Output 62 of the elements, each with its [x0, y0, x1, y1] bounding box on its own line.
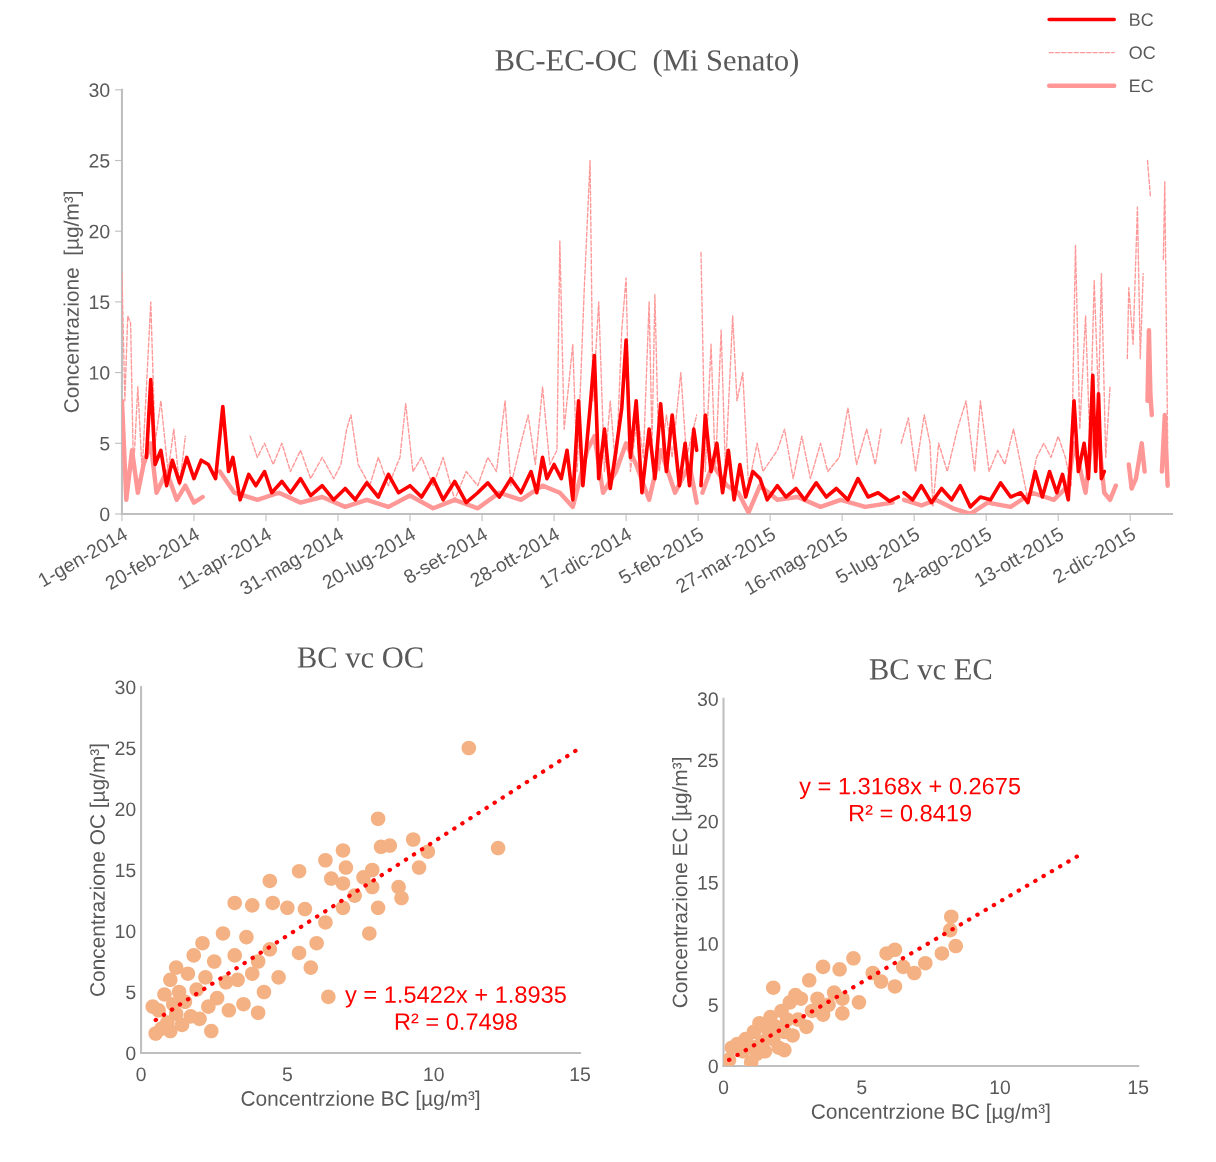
legend-label: EC	[1130, 79, 1154, 93]
y-tick-label: 10	[90, 366, 110, 380]
y-tick-label: 30	[115, 680, 136, 695]
y-tick-label: 25	[89, 153, 110, 168]
point	[887, 979, 903, 994]
y-tick-label: 30	[697, 692, 718, 707]
y-axis-title: Concentrazione [µg/m³]	[63, 191, 83, 413]
point	[815, 959, 831, 975]
annotation: y = 1.5422x + 1.8935 R² = 0.7498	[345, 986, 566, 1031]
y-tick-label: 25	[698, 753, 718, 768]
y-tick-label: 0	[100, 507, 110, 522]
y-tick-label: 25	[115, 741, 136, 756]
point	[785, 1028, 800, 1043]
x-tick-label: 15	[1128, 1080, 1149, 1095]
point	[851, 995, 867, 1010]
point	[832, 962, 847, 977]
x-tick-label: 5	[282, 1067, 292, 1082]
y-tick-label: 20	[698, 814, 718, 829]
x-tick-label: 10	[424, 1067, 444, 1082]
y-tick-label: 20	[89, 224, 110, 239]
chart-title: BC-EC-OC (Mi Senato)	[495, 49, 798, 77]
point	[895, 959, 911, 975]
x-tick-label: 10	[990, 1080, 1011, 1095]
annotation: y = 1.3168x + 0.2675 R² = 0.8419	[799, 777, 1021, 822]
point	[801, 973, 817, 988]
point	[918, 955, 933, 971]
y-tick-label: 10	[698, 937, 718, 951]
point	[934, 946, 950, 961]
y-axis-title: Concentrazione EC [µg/m³]	[672, 758, 692, 1008]
y-tick-label: 5	[708, 998, 718, 1013]
legend-label: BC	[1130, 13, 1154, 27]
point	[846, 951, 861, 966]
chart-title: BC vc EC	[869, 659, 992, 680]
y-tick-label: 30	[89, 83, 110, 98]
y-tick-label: 5	[100, 436, 110, 451]
y-tick-label: 10	[116, 924, 136, 939]
chart-title: BC vc OC	[297, 647, 423, 668]
point	[771, 1040, 787, 1055]
point	[879, 946, 894, 961]
x-axis-title: Concentrzione BC [µg/m³]	[241, 1090, 480, 1110]
y-tick-label: 0	[126, 1046, 136, 1061]
point	[743, 1055, 759, 1067]
point	[810, 991, 825, 1006]
x-axis-title: Concentrzione BC [µg/m³]	[811, 1103, 1050, 1124]
point	[948, 938, 964, 954]
x-tick-label: 0	[136, 1067, 146, 1082]
point	[906, 965, 922, 981]
x-tick-label: 5	[857, 1080, 867, 1095]
x-tick-label: 15	[570, 1067, 591, 1082]
y-tick-label: 5	[126, 985, 136, 1000]
legend-label: OC	[1129, 46, 1156, 60]
y-axis-title: Concentrazione OC [µg/m³]	[89, 744, 110, 996]
y-tick-label: 15	[698, 876, 718, 890]
point	[835, 1006, 850, 1021]
point	[766, 980, 781, 995]
y-tick-label: 15	[90, 295, 110, 310]
point	[873, 974, 889, 989]
point	[799, 1019, 814, 1035]
x-tick-label: 0	[718, 1080, 729, 1095]
point	[944, 909, 959, 924]
y-tick-label: 20	[115, 802, 136, 817]
y-tick-label: 15	[116, 863, 136, 878]
